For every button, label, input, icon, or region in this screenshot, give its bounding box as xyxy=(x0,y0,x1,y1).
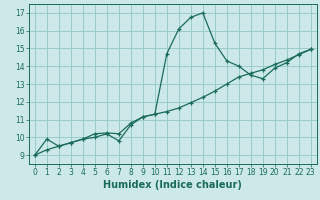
X-axis label: Humidex (Indice chaleur): Humidex (Indice chaleur) xyxy=(103,180,242,190)
